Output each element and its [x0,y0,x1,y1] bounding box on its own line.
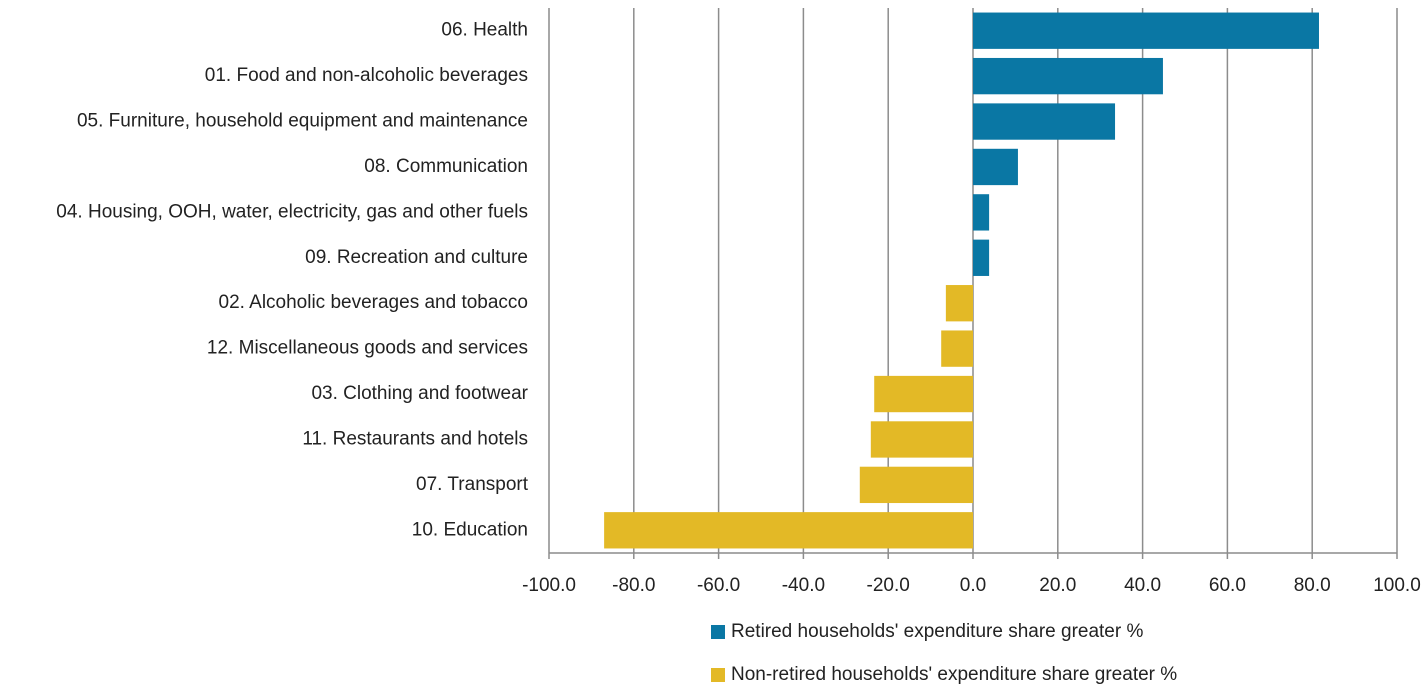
x-tick-label: 40.0 [1124,575,1161,596]
bar [859,466,973,504]
bar [945,285,973,322]
x-tick-label: 100.0 [1373,575,1421,596]
y-tick-label: 06. Health [441,20,528,41]
x-tick-label: -40.0 [782,575,825,596]
bar [973,12,1319,49]
x-tick-label: -100.0 [522,575,576,596]
bar [973,57,1163,95]
legend-swatch [711,668,725,682]
x-tick-label: 80.0 [1294,575,1331,596]
bar [973,194,990,231]
bar [604,512,973,549]
legend-label: Retired households' expenditure share gr… [731,621,1143,642]
y-tick-label: 01. Food and non-alcoholic beverages [205,65,528,86]
y-tick-label: 03. Clothing and footwear [311,383,528,404]
y-tick-label: 12. Miscellaneous goods and services [207,338,528,359]
x-tick-label: 0.0 [960,575,986,596]
bar [973,103,1116,140]
x-tick-label: -60.0 [697,575,740,596]
y-tick-label: 07. Transport [416,474,529,495]
y-tick-label: 08. Communication [364,156,528,177]
y-tick-label: 10. Education [412,519,528,540]
legend-swatch [711,625,725,639]
y-tick-label: 04. Housing, OOH, water, electricity, ga… [56,201,528,222]
y-tick-label: 05. Furniture, household equipment and m… [77,111,528,132]
x-tick-label: -20.0 [867,575,910,596]
bar [870,421,973,458]
x-tick-label: -80.0 [612,575,655,596]
bar [973,239,990,276]
bar [973,148,1018,186]
bar [941,330,973,367]
x-tick-label: 20.0 [1039,575,1076,596]
y-tick-label: 11. Restaurants and hotels [302,428,528,449]
legend-label: Non-retired households' expenditure shar… [731,664,1177,685]
y-tick-label: 09. Recreation and culture [305,247,528,268]
y-tick-label: 02. Alcoholic beverages and tobacco [219,292,529,313]
bar [874,375,973,413]
x-tick-label: 60.0 [1209,575,1246,596]
